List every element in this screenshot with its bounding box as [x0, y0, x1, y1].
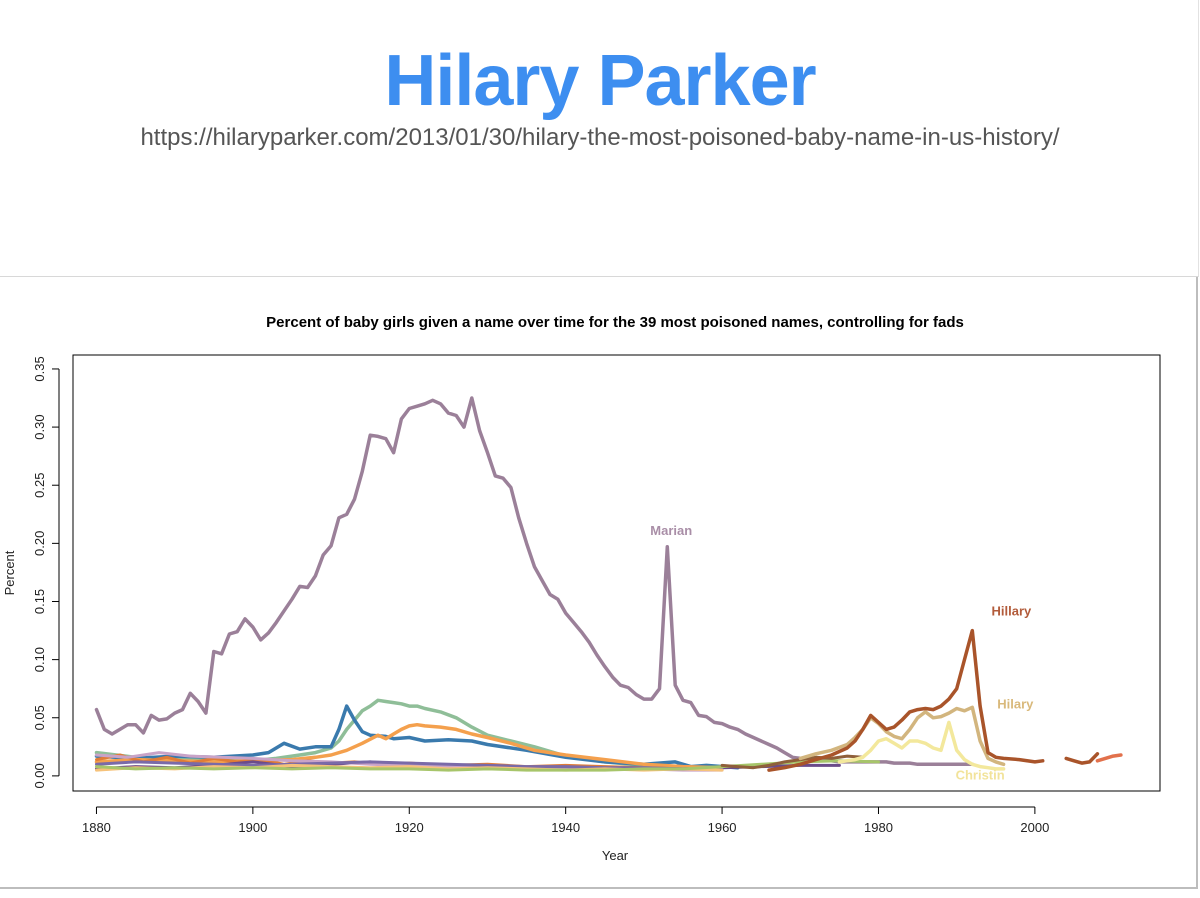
series-line-hillary: [767, 628, 1045, 772]
line-chart: Percent of baby girls given a name over …: [2, 314, 1161, 863]
series-line-1: [94, 698, 724, 770]
y-tick-label: 0.00: [32, 763, 47, 788]
y-tick-label: 0.15: [32, 589, 47, 614]
source-url[interactable]: https://hilaryparker.com/2013/01/30/hila…: [140, 124, 1060, 151]
y-tick-label: 0.05: [32, 705, 47, 730]
y-tick-label: 0.35: [32, 356, 47, 381]
slide-title: Hilary Parker: [384, 41, 816, 121]
series-line-christin: [837, 720, 1006, 771]
y-tick-label: 0.10: [32, 647, 47, 672]
x-tick-label: 1960: [708, 820, 737, 835]
y-tick-label: 0.30: [32, 414, 47, 439]
series-line-15: [1095, 753, 1123, 763]
y-axis-label: Percent: [2, 550, 17, 595]
plot-frame: [72, 354, 1161, 792]
y-tick-label: 0.25: [32, 473, 47, 498]
series-layer: [94, 396, 1123, 772]
series-line-10: [720, 754, 865, 770]
axis-layer: 1880 1900 1920 1940 1960 1980 2000 0.00 0.05 0.10…: [32, 356, 1049, 835]
annotation-hilary: Hilary: [997, 696, 1034, 711]
annotation-hillary: Hillary: [992, 603, 1033, 618]
series-line-9: [95, 759, 880, 772]
annotation-marian: Marian: [650, 523, 692, 538]
series-line-hilary: [798, 705, 1006, 767]
series-line-7: [95, 760, 724, 771]
y-tick-label: 0.20: [32, 531, 47, 556]
chart-title: Percent of baby girls given a name over …: [266, 314, 964, 331]
x-tick-label: 1980: [864, 820, 893, 835]
series-line-3: [94, 722, 724, 770]
x-tick-label: 2000: [1020, 820, 1049, 835]
x-tick-label: 1900: [238, 820, 267, 835]
annotation-christin: Christin: [956, 767, 1005, 782]
x-tick-label: 1940: [551, 820, 580, 835]
annotation-layer: Marian Hillary Hilary Christin: [650, 523, 1034, 782]
slide-header: Hilary Parker https://hilaryparker.com/2…: [0, 0, 1199, 277]
x-tick-label: 1920: [395, 820, 424, 835]
x-tick-label: 1880: [82, 820, 111, 835]
x-axis-label: Year: [602, 848, 629, 863]
series-line-marian: [94, 396, 975, 767]
chart-container: Percent of baby girls given a name over …: [0, 277, 1198, 889]
series-line-14: [1064, 752, 1100, 765]
